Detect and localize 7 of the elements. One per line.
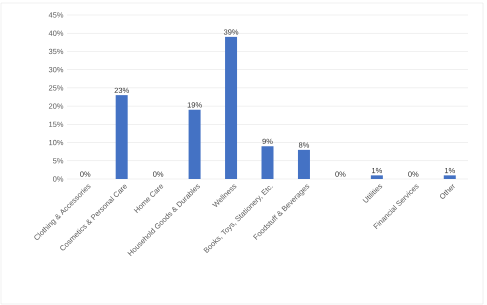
bar [444,175,456,179]
bar [116,95,128,179]
bar [262,146,274,179]
bar [225,36,238,179]
bar [298,150,310,179]
bar [188,110,201,179]
bar [370,175,383,179]
